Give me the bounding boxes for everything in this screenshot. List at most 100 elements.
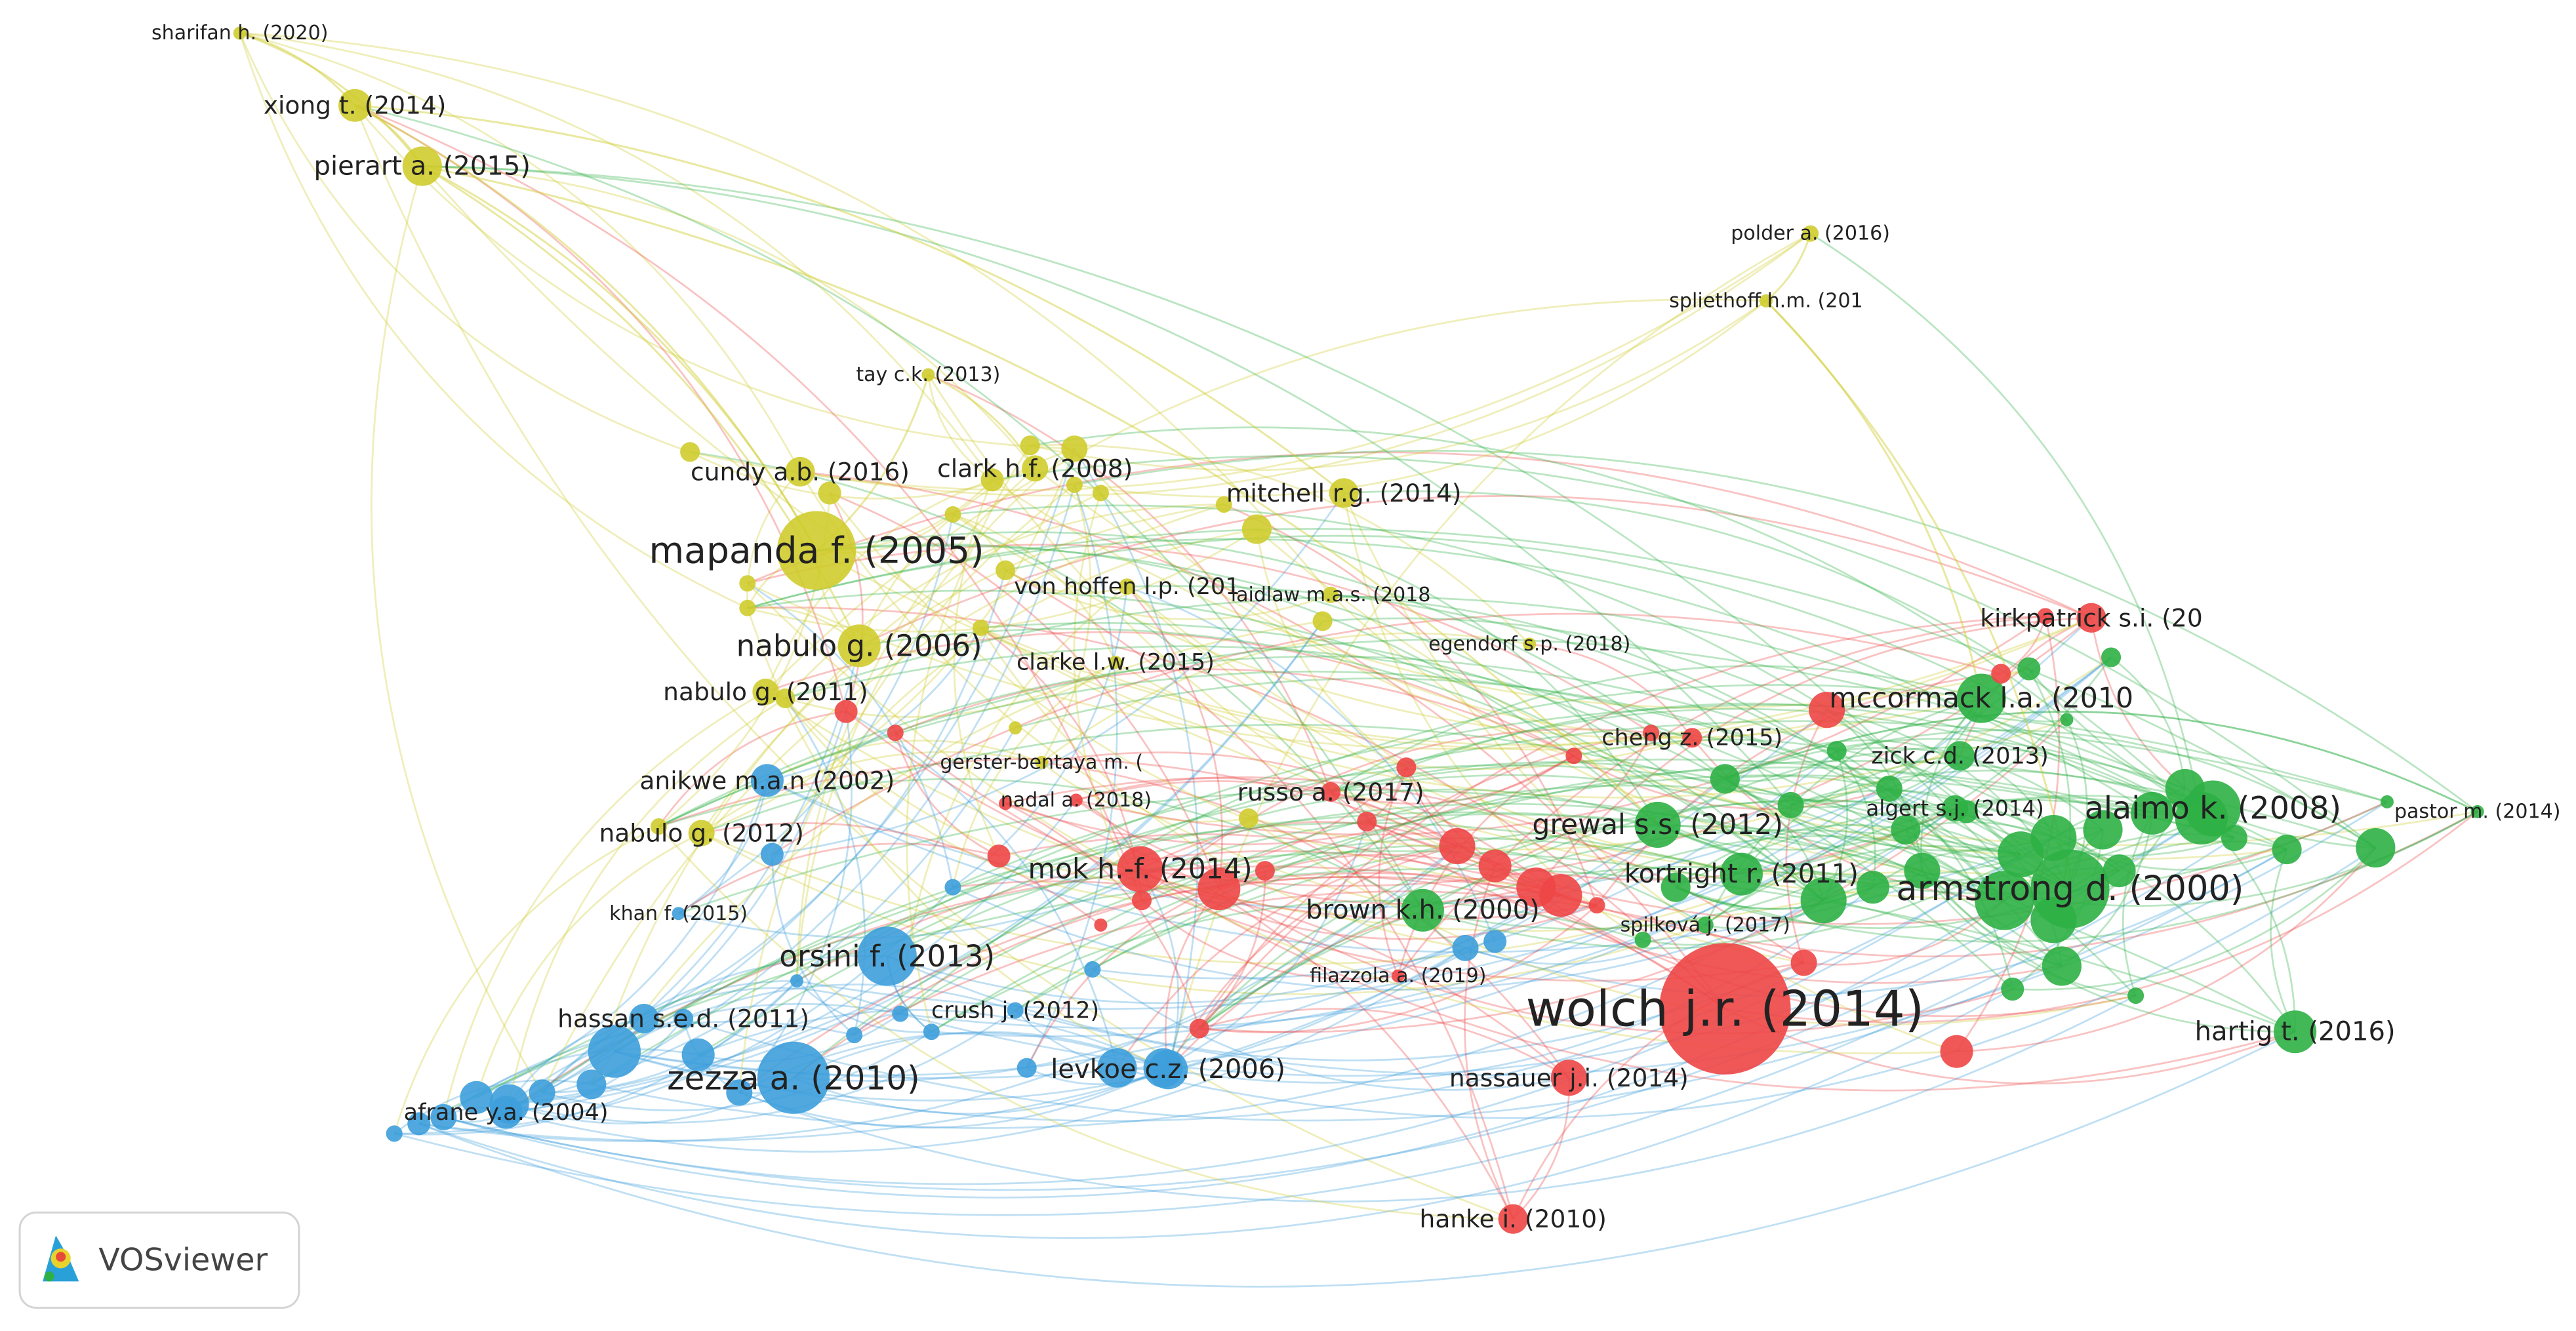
node-label: spliethoff h.m. (201 xyxy=(1669,289,1862,312)
edge xyxy=(952,886,1824,991)
edge xyxy=(1041,485,1092,763)
edge xyxy=(658,655,1838,827)
edge xyxy=(1836,750,2014,989)
edge xyxy=(239,32,691,453)
edge xyxy=(980,617,2092,746)
edge xyxy=(784,698,1142,902)
node xyxy=(1022,455,1049,482)
node xyxy=(680,442,700,462)
edge xyxy=(505,711,847,1113)
edge xyxy=(927,374,993,481)
node xyxy=(1956,673,2006,723)
node xyxy=(892,1005,909,1022)
edge xyxy=(614,983,1016,1052)
node xyxy=(1856,871,1889,904)
node xyxy=(1312,611,1333,631)
node xyxy=(973,619,990,636)
edge xyxy=(771,612,2002,856)
edge xyxy=(747,528,1258,633)
edge xyxy=(980,627,1466,949)
node xyxy=(1777,791,1804,818)
edge xyxy=(394,980,797,1136)
edge xyxy=(371,166,543,1094)
node xyxy=(2380,795,2394,808)
edge xyxy=(2110,656,2186,789)
node xyxy=(2060,713,2074,726)
edge xyxy=(1495,732,1652,867)
edge xyxy=(793,813,1658,1079)
node xyxy=(1710,764,1740,794)
edge xyxy=(895,732,1804,982)
node-label: mok h.-f. (2014) xyxy=(1028,853,1252,886)
logo-text: VOSviewer xyxy=(98,1242,268,1278)
logo-shape xyxy=(56,1252,66,1262)
edge xyxy=(591,807,1956,1129)
edge xyxy=(354,104,818,551)
node xyxy=(1035,755,1049,769)
node xyxy=(681,1038,715,1071)
node xyxy=(1634,801,1681,848)
node xyxy=(1809,692,1845,728)
edge xyxy=(1041,632,1530,763)
node xyxy=(1682,728,1702,748)
edge xyxy=(422,165,1659,826)
edge xyxy=(799,471,1423,911)
node-label: spilková j. (2017) xyxy=(1620,913,1790,936)
edge xyxy=(1529,643,1693,739)
edge xyxy=(785,645,2005,902)
edge xyxy=(1330,774,2063,967)
node-label: cundy a.b. (2016) xyxy=(691,457,910,486)
edge xyxy=(799,471,1726,1010)
edge xyxy=(1139,868,2296,1092)
edge xyxy=(698,1009,1164,1069)
edge xyxy=(1560,835,2070,896)
edge xyxy=(353,105,1514,1220)
edge xyxy=(1264,844,1706,926)
edge xyxy=(1141,900,1399,980)
edge xyxy=(1921,870,2136,997)
edge xyxy=(931,774,2235,1033)
edge xyxy=(1675,810,2478,943)
edge xyxy=(422,165,818,551)
node xyxy=(1132,890,1152,911)
edge xyxy=(1030,300,1767,471)
node-label: hanke i. (2010) xyxy=(1420,1204,1607,1233)
edge xyxy=(854,890,1805,1036)
edge xyxy=(767,780,2054,953)
edge xyxy=(738,875,1561,1094)
edge xyxy=(1116,845,1458,1069)
logo-icon xyxy=(43,1235,79,1282)
edge xyxy=(1074,450,2478,813)
logo-box[interactable]: VOSviewer xyxy=(18,1211,300,1309)
edge xyxy=(505,811,1923,1113)
edge xyxy=(1076,799,1537,905)
node xyxy=(818,481,841,505)
edge xyxy=(1076,777,1458,847)
edge xyxy=(1954,807,2235,857)
edge xyxy=(541,955,887,1094)
edge xyxy=(658,778,1424,911)
node xyxy=(1940,1035,1973,1068)
edge xyxy=(927,374,1332,793)
edge xyxy=(767,740,1042,782)
edge xyxy=(1790,755,1961,808)
edge xyxy=(784,504,1224,700)
node xyxy=(1092,485,1109,502)
edge xyxy=(952,513,1117,663)
node xyxy=(1904,852,1941,889)
node xyxy=(857,926,917,986)
node xyxy=(338,89,372,122)
edge xyxy=(1330,791,2063,984)
node xyxy=(1955,800,1979,824)
edge xyxy=(992,479,2030,709)
node-label: kirkpatrick s.i. (20 xyxy=(1980,603,2202,632)
edge xyxy=(1330,755,1575,805)
edge xyxy=(614,837,2055,1122)
node-label: crush j. (2012) xyxy=(931,997,1099,1024)
node xyxy=(1998,831,2044,878)
node xyxy=(1452,934,1479,961)
edge xyxy=(1126,586,2120,885)
edge xyxy=(992,455,2377,849)
node xyxy=(1659,943,1791,1075)
edge xyxy=(1724,738,2214,810)
